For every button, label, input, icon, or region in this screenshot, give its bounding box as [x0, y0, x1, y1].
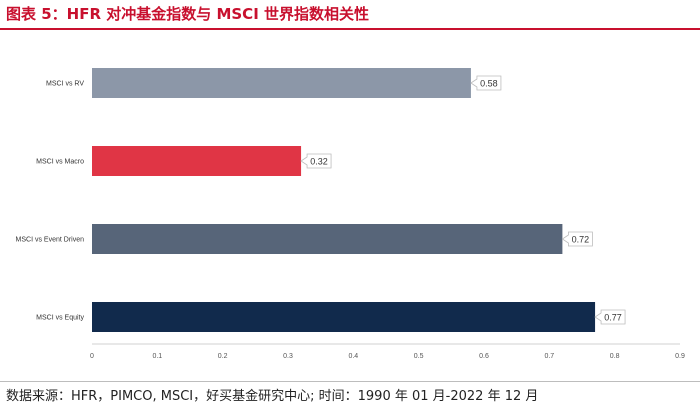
- data-label: 0.32: [310, 157, 328, 167]
- x-tick-label: 0.7: [544, 353, 554, 360]
- data-label-callout: [470, 75, 502, 91]
- x-tick-label: 0.8: [610, 353, 620, 360]
- x-tick-label: 0.1: [152, 353, 162, 360]
- title-divider: [0, 28, 700, 30]
- category-label: MSCI vs RV: [46, 81, 84, 88]
- bar: [92, 302, 596, 332]
- data-label-callout: [300, 153, 332, 169]
- category-label: MSCI vs Event Driven: [16, 237, 85, 244]
- data-label: 0.58: [480, 79, 498, 89]
- x-tick-label: 0.2: [218, 353, 228, 360]
- x-tick-label: 0.6: [479, 353, 489, 360]
- source-note: 数据来源：HFR，PIMCO, MSCI，好买基金研究中心; 时间：1990 年…: [6, 389, 539, 404]
- x-axis-ticks: 0 0.1 0.2 0.3 0.4 0.5 0.6 0.7 0.8 0.9: [90, 353, 685, 360]
- x-tick-label: 0.4: [348, 353, 358, 360]
- x-tick-label: 0: [90, 353, 94, 360]
- category-label: MSCI vs Equity: [36, 315, 84, 322]
- data-label: 0.72: [572, 235, 590, 245]
- bar: [92, 146, 302, 176]
- bar: [92, 224, 563, 254]
- category-label: MSCI vs Macro: [36, 159, 84, 166]
- x-tick-label: 0.9: [675, 353, 685, 360]
- data-label-callout: [561, 231, 593, 247]
- bar-chart: 0 0.1 0.2 0.3 0.4 0.5 0.6 0.7 0.8 0.9 MSCI vs RV 0…: [16, 68, 685, 360]
- chart-title: 图表 5：HFR 对冲基金指数与 MSCI 世界指数相关性: [6, 5, 369, 23]
- x-tick-label: 0.5: [414, 353, 424, 360]
- bars-group: MSCI vs RV 0.58 MSCI vs Macro 0.32 MSCI vs E…: [16, 68, 626, 332]
- bar: [92, 68, 471, 98]
- x-tick-label: 0.3: [283, 353, 293, 360]
- data-label: 0.77: [604, 313, 622, 323]
- footer-divider: [0, 381, 700, 382]
- data-label-callout: [594, 309, 626, 325]
